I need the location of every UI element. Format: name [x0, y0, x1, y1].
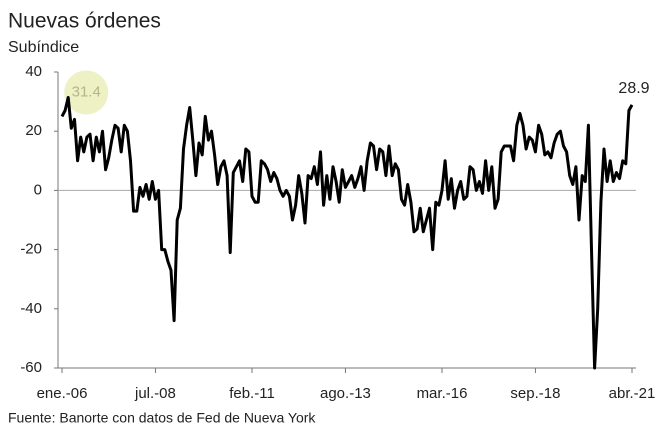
x-tick-label: mar.-16: [417, 385, 468, 402]
value-label: 28.9: [618, 80, 649, 97]
x-tick-label: sep.-18: [510, 385, 560, 402]
y-tick-label: -40: [20, 300, 42, 317]
x-tick-label: feb.-11: [229, 385, 275, 402]
y-tick-label: 20: [25, 122, 42, 139]
x-tick-label: ene.-06: [37, 385, 88, 402]
y-tick-label: -60: [20, 359, 42, 376]
chart-subtitle: Subíndice: [8, 39, 79, 56]
highlight: [64, 70, 109, 115]
source-note: Fuente: Banorte con datos de Fed de Nuev…: [8, 410, 316, 426]
line-series: [60, 96, 634, 370]
y-tick-label: 0: [34, 181, 42, 198]
chart-title: Nuevas órdenes: [8, 10, 161, 33]
x-tick-label: jul.-08: [134, 385, 176, 402]
x-tick-label: abr.-21: [609, 385, 656, 402]
y-tick-label: -20: [20, 241, 42, 258]
y-tick-label: 40: [25, 63, 42, 80]
x-tick-label: ago.-13: [320, 385, 371, 402]
value-label: 31.4: [72, 83, 101, 100]
